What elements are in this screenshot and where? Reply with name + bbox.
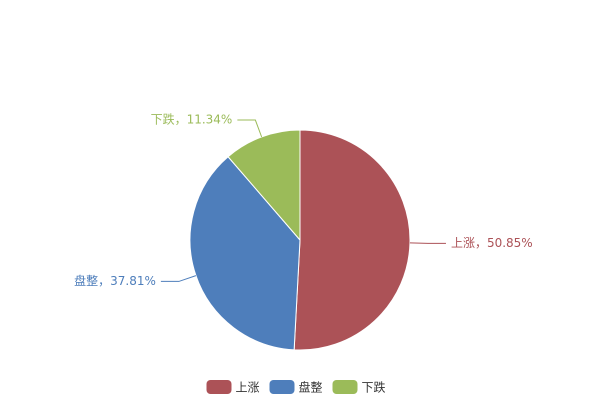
pie-slice (293, 129, 411, 351)
label-line (237, 119, 263, 138)
legend-label[interactable]: 下跌 (362, 380, 386, 395)
data-label: 上涨，50.85% (451, 235, 533, 250)
legend-swatch[interactable] (206, 380, 232, 394)
pie-slice (189, 156, 301, 351)
legend-label[interactable]: 上涨 (236, 380, 260, 395)
data-label: 下跌，11.34% (151, 112, 233, 127)
legend-label[interactable]: 盘整 (299, 380, 323, 395)
pie-slice (227, 129, 301, 242)
label-line (160, 275, 197, 282)
data-label: 盘整，37.81% (74, 273, 156, 288)
legend-swatch[interactable] (332, 380, 358, 394)
legend-swatch[interactable] (269, 380, 295, 394)
